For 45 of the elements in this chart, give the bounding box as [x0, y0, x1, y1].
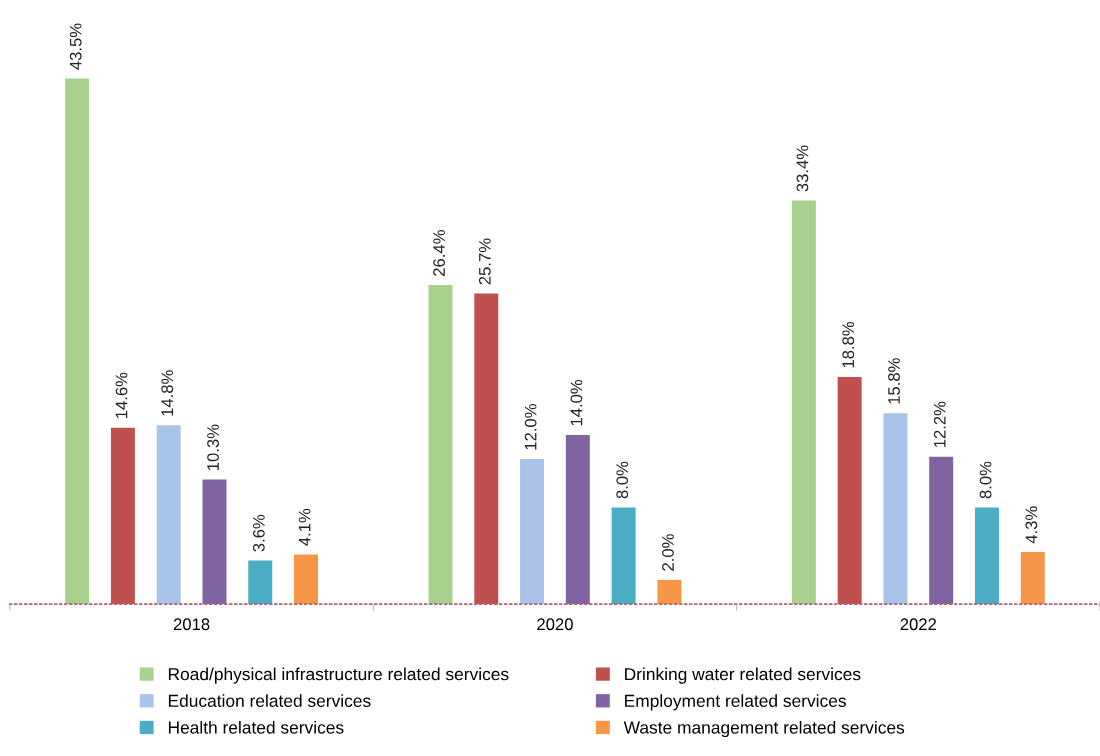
- legend-label: Employment related services: [625, 694, 846, 711]
- data-label: 18.8%: [842, 321, 855, 368]
- bar: [929, 456, 954, 605]
- bar: [202, 479, 227, 605]
- data-label: 14.6%: [115, 372, 128, 419]
- bar: [565, 434, 590, 605]
- x-tick-label: 2022: [900, 618, 937, 631]
- data-label: 2.0%: [662, 534, 674, 571]
- data-label: 10.3%: [207, 424, 219, 470]
- bar: [791, 200, 816, 605]
- bar: [657, 579, 682, 605]
- bar: [611, 507, 636, 605]
- bar: [474, 293, 499, 605]
- data-label: 26.4%: [433, 230, 445, 276]
- bar: [110, 427, 135, 605]
- data-label: 3.6%: [252, 514, 265, 552]
- legend-label: Drinking water related services: [625, 667, 861, 684]
- x-tick-label: 2020: [537, 618, 573, 631]
- bar: [156, 425, 181, 605]
- data-label: 43.5%: [69, 23, 82, 70]
- bar: [294, 554, 319, 605]
- data-label: 8.0%: [616, 461, 629, 499]
- bar: [1020, 552, 1045, 605]
- data-label: 4.3%: [1025, 506, 1038, 544]
- bar: [248, 560, 273, 605]
- legend-label: Health related services: [168, 720, 344, 734]
- x-tick-label: 2018: [173, 618, 210, 631]
- data-label: 14.8%: [161, 370, 174, 416]
- data-label: 8.0%: [979, 461, 992, 499]
- data-label: 15.8%: [888, 358, 900, 404]
- legend-label: Education related services: [168, 694, 371, 707]
- bar: [65, 78, 90, 605]
- data-label: 14.0%: [570, 379, 583, 426]
- bar: [428, 285, 453, 605]
- data-label: 25.7%: [478, 238, 491, 285]
- data-label: 12.0%: [524, 404, 537, 450]
- data-label: 4.1%: [298, 508, 311, 546]
- bar: [883, 413, 908, 605]
- data-label: 33.4%: [796, 145, 809, 192]
- data-label: 12.2%: [933, 401, 946, 448]
- legend-label: Road/physical infrastructure related services: [168, 667, 509, 684]
- bar: [520, 459, 545, 605]
- legend-label: Waste management related services: [623, 720, 905, 738]
- bar: [975, 507, 999, 605]
- bar: [837, 376, 862, 605]
